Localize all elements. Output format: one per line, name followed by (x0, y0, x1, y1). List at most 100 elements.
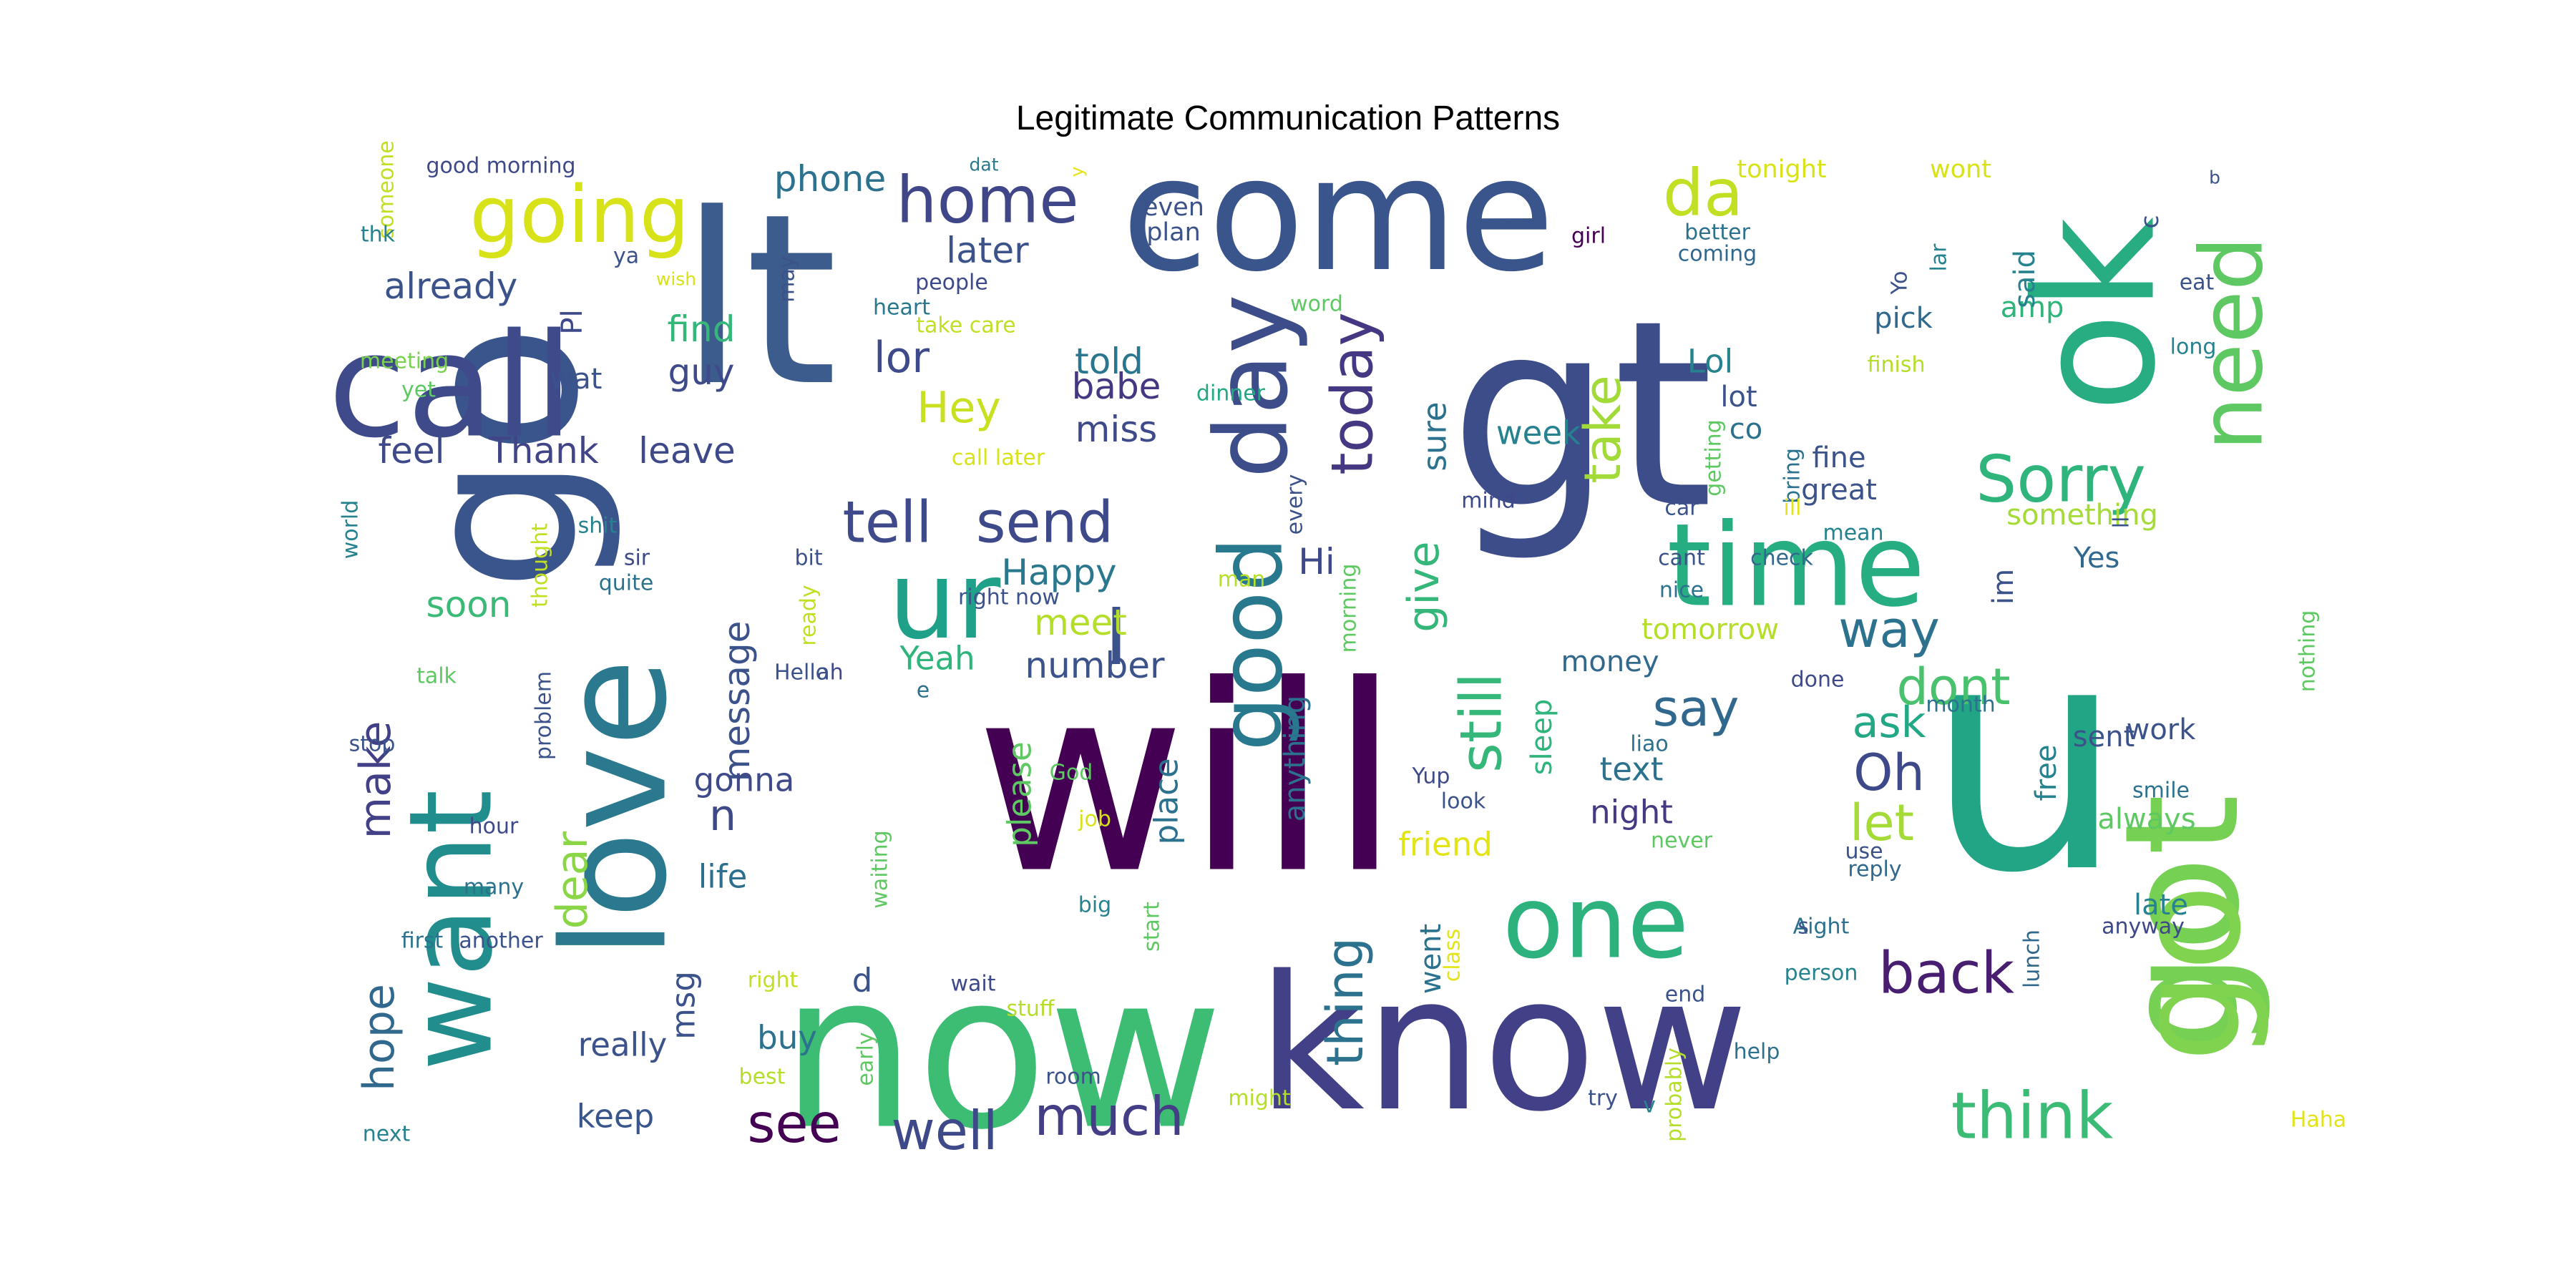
word-cloud-word: done (1791, 668, 1845, 693)
word-cloud-word: problem (532, 671, 557, 760)
word-cloud-word: reply (1848, 857, 1901, 882)
word-cloud-word: make (351, 721, 401, 839)
word-cloud-word: v (1643, 1093, 1656, 1118)
word-cloud-word: waiting (868, 830, 893, 908)
word-cloud-word: send (976, 489, 1113, 556)
word-cloud-word: really (578, 1026, 667, 1064)
word-cloud-word: try (1588, 1086, 1618, 1111)
word-cloud-word: come (1121, 123, 1554, 306)
word-cloud-word: night (1590, 794, 1673, 831)
word-cloud-word: still (1448, 673, 1515, 773)
word-cloud-word: class (1440, 929, 1465, 982)
word-cloud-word: place (1148, 758, 1186, 844)
word-cloud-word: leave (638, 430, 736, 472)
word-cloud-word: please (1001, 741, 1039, 847)
word-cloud-word: got (2091, 794, 2274, 1053)
word-cloud-word: another (459, 929, 543, 954)
word-cloud-word: man (1218, 567, 1266, 592)
word-cloud-word: say (1653, 679, 1740, 738)
word-cloud-word: number (1025, 645, 1165, 686)
word-cloud-word: take (1574, 375, 1632, 483)
word-cloud-word: babe (1072, 366, 1161, 407)
word-cloud-word: ill (1783, 496, 1801, 521)
word-cloud-word: wat (550, 363, 602, 396)
word-cloud-word: next (363, 1122, 411, 1147)
word-cloud-word: way (1838, 600, 1940, 659)
word-cloud-word: shit (578, 514, 618, 539)
word-cloud-word: want (384, 789, 518, 1070)
word-cloud-word: wait (950, 972, 995, 997)
word-cloud-word: see (747, 1092, 841, 1155)
word-cloud-word: bit (794, 546, 822, 571)
word-cloud-word: ok (2001, 217, 2192, 413)
word-cloud-word: lar (1927, 243, 1952, 272)
word-cloud-word: went (1415, 924, 1448, 994)
word-cloud-word: someone (374, 140, 399, 239)
word-cloud-word: im (1987, 569, 2020, 605)
word-cloud-word: person (1785, 961, 1858, 986)
word-cloud-word: find (668, 308, 736, 350)
word-cloud-word: going (469, 169, 689, 260)
word-cloud-word: cant (1658, 546, 1705, 571)
word-cloud-word: ur (889, 539, 1001, 663)
word-cloud-word: meeting (360, 349, 449, 374)
word-cloud-word: room (1045, 1065, 1101, 1090)
word-cloud-word: go (376, 324, 626, 592)
word-cloud-word: dinner (1196, 381, 1266, 406)
word-cloud-word: b (2209, 167, 2220, 188)
word-cloud-word: work (2127, 713, 2197, 746)
word-cloud-word: always (2097, 803, 2195, 836)
word-cloud-word: anyway (2102, 914, 2185, 940)
word-cloud-word: coming (1678, 242, 1757, 267)
word-cloud-word: home (896, 163, 1078, 238)
word-cloud-word: ll (2109, 517, 2135, 529)
word-cloud-word: look (1441, 789, 1486, 814)
word-cloud-word: every (1283, 474, 1308, 535)
word-cloud-word: call (328, 303, 574, 470)
word-cloud-word: n (709, 791, 736, 841)
word-cloud-word: tonight (1737, 155, 1826, 184)
word-cloud-word: Yeah (899, 640, 975, 678)
word-cloud-word: hour (469, 814, 519, 839)
word-cloud-word: something (2006, 499, 2158, 532)
word-cloud-word: wish (656, 269, 696, 290)
word-cloud-word: ya (613, 244, 639, 269)
word-cloud-word: lunch (2020, 930, 2045, 988)
word-cloud-word: da (1663, 156, 1743, 231)
word-cloud-word: one (1503, 865, 1689, 982)
word-cloud-word: need (2183, 236, 2283, 451)
word-cloud-word: dear (547, 831, 597, 929)
word-cloud-word: bring (1780, 448, 1805, 504)
word-cloud-word: Thank (488, 430, 599, 472)
word-cloud-word: smile (2132, 779, 2190, 804)
word-cloud-word: plan (1146, 218, 1201, 247)
word-cloud-word: sir (624, 546, 650, 571)
word-cloud-word: car (1664, 496, 1699, 521)
word-cloud-word: Yo (1888, 271, 1913, 296)
word-cloud-word: stuff (1006, 997, 1055, 1022)
word-cloud-word: thk (361, 223, 396, 248)
word-cloud-word: early (854, 1032, 879, 1085)
word-cloud-word: talk (416, 664, 457, 689)
word-cloud-word: sleep (1526, 699, 1558, 776)
word-cloud-word: use (1845, 839, 1883, 864)
word-cloud-word: better (1684, 220, 1750, 245)
word-cloud-word: money (1561, 645, 1659, 678)
word-cloud-word: never (1651, 829, 1713, 854)
word-cloud-word: text (1600, 751, 1664, 789)
word-cloud-word: time (1667, 499, 1925, 633)
word-cloud-word: keep (577, 1098, 654, 1136)
word-cloud-word: later (946, 230, 1029, 271)
word-cloud-word: morning (1337, 564, 1362, 653)
word-cloud-word: s (1797, 914, 1809, 940)
word-cloud-word: tell (842, 489, 932, 556)
word-cloud-word: ah (816, 660, 843, 686)
word-cloud-word: late (2134, 889, 2188, 922)
word-cloud-word: world (338, 500, 364, 560)
word-cloud-word: much (1034, 1085, 1184, 1148)
word-cloud-word: Aight (1793, 914, 1850, 940)
word-cloud-word: u (1926, 575, 2125, 942)
word-cloud-word: Yup (1412, 764, 1450, 789)
word-cloud-word: stop (349, 732, 396, 757)
